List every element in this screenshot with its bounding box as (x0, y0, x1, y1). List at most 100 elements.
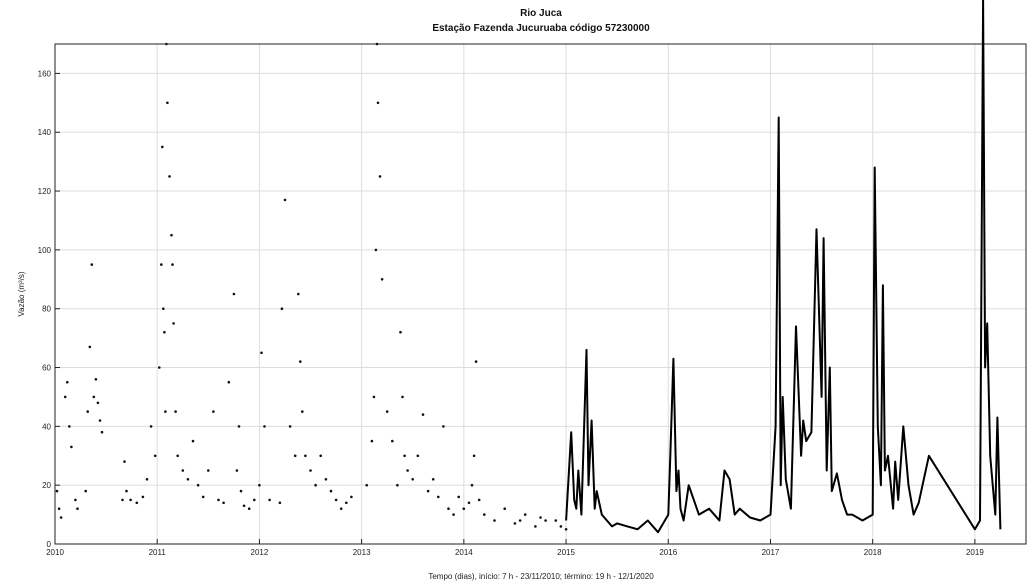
data-point (181, 469, 185, 472)
data-marks (55, 0, 1002, 534)
data-point (339, 507, 343, 511)
y-tick-label: 140 (38, 128, 52, 137)
x-tick-label: 2013 (353, 548, 371, 557)
data-point (125, 489, 128, 493)
data-point (196, 483, 200, 487)
data-point (98, 419, 102, 422)
data-point (380, 278, 384, 281)
data-point (297, 292, 300, 296)
data-point (207, 469, 210, 472)
data-point (222, 501, 225, 505)
data-point (163, 330, 166, 334)
y-tick-label: 160 (38, 69, 52, 78)
y-tick-label: 100 (38, 246, 52, 255)
data-point (534, 525, 537, 528)
data-point (76, 507, 79, 511)
data-point (370, 439, 374, 443)
data-point (141, 495, 145, 499)
data-point (299, 360, 302, 363)
data-point (278, 501, 282, 505)
data-point (280, 307, 284, 311)
data-point (247, 507, 251, 511)
x-tick-label: 2017 (762, 548, 780, 557)
data-point (493, 519, 496, 522)
data-point (172, 322, 175, 325)
data-point (378, 175, 382, 178)
data-point (164, 410, 167, 413)
data-point (253, 498, 256, 502)
scatter-series (55, 42, 568, 531)
y-tick-label: 20 (42, 481, 51, 490)
data-point (90, 263, 94, 266)
x-axis-ticks: 2010 2011 2012 2013 2014 2015 2016 2017 2018 2019 (46, 539, 984, 557)
data-point (237, 425, 241, 428)
data-point (391, 439, 394, 443)
data-point (385, 410, 389, 413)
data-point (293, 454, 297, 458)
data-point (70, 445, 73, 449)
data-point (161, 145, 164, 149)
data-point (57, 507, 61, 511)
y-tick-label: 60 (42, 364, 51, 373)
chart-subtitle: Estação Fazenda Jucuruaba código 5723000… (432, 23, 650, 34)
data-point (260, 351, 263, 355)
data-point (564, 528, 568, 531)
plot-area (54, 43, 1027, 545)
data-point (171, 263, 174, 266)
data-point (544, 519, 547, 522)
data-point (174, 410, 177, 413)
x-tick-label: 2011 (149, 548, 167, 557)
data-point (314, 483, 317, 487)
data-point (329, 489, 333, 493)
data-point (166, 101, 169, 105)
data-point (63, 395, 67, 399)
data-point (426, 489, 430, 493)
data-point (176, 454, 179, 458)
data-point (403, 454, 406, 458)
data-point (121, 498, 124, 502)
data-point (227, 380, 231, 384)
data-point (201, 495, 205, 499)
data-point (160, 263, 163, 266)
data-point (301, 410, 304, 413)
data-point (84, 489, 87, 493)
x-tick-label: 2016 (659, 548, 677, 557)
data-point (100, 430, 104, 434)
data-point (447, 507, 450, 511)
data-point (66, 380, 69, 384)
data-point (467, 501, 471, 505)
data-point (411, 478, 415, 481)
data-point (372, 395, 376, 399)
data-point (268, 498, 271, 502)
data-point (165, 42, 168, 46)
x-tick-label: 2014 (455, 548, 473, 557)
data-point (345, 501, 348, 505)
data-point (396, 483, 399, 487)
data-point (135, 501, 139, 505)
flow-series-line (565, 0, 1002, 534)
data-point (513, 522, 517, 525)
x-tick-label: 2019 (966, 548, 984, 557)
data-point (324, 478, 328, 481)
data-point (168, 175, 171, 178)
data-point (474, 360, 478, 363)
data-point (129, 498, 132, 502)
data-point (59, 516, 63, 519)
data-point (554, 519, 558, 522)
data-point (483, 513, 486, 516)
data-point (559, 525, 563, 528)
data-point (96, 401, 100, 405)
data-point (239, 489, 243, 493)
data-point (365, 483, 369, 487)
data-point (186, 478, 190, 481)
data-point (477, 498, 481, 502)
data-point (518, 519, 522, 522)
data-point (288, 425, 292, 428)
y-tick-label: 120 (38, 187, 52, 196)
data-point (334, 498, 338, 502)
data-point (319, 454, 323, 458)
data-point (452, 513, 455, 516)
y-tick-label: 0 (47, 540, 52, 549)
data-point (462, 507, 466, 511)
data-point (470, 483, 474, 487)
